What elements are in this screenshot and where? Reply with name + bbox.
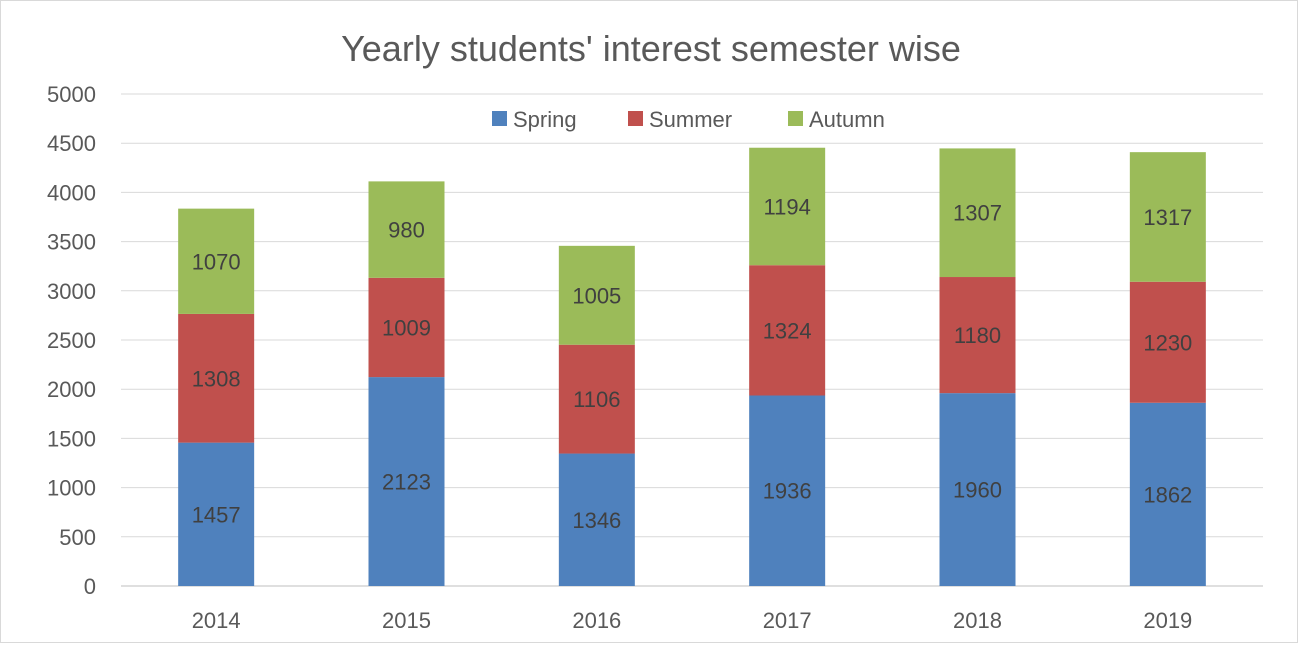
y-tick-label: 2500 bbox=[47, 328, 96, 353]
bar-segment-spring-2015 bbox=[368, 377, 445, 586]
bar-segment-summer-2016 bbox=[558, 344, 635, 454]
chart-title: Yearly students' interest semester wise bbox=[341, 28, 961, 69]
x-tick-label: 2016 bbox=[572, 608, 621, 633]
data-label: 1180 bbox=[954, 323, 1001, 348]
bar-segment-spring-2018 bbox=[939, 393, 1016, 586]
bar-segment-summer-2017 bbox=[749, 265, 826, 396]
gridlines bbox=[121, 93, 1263, 587]
data-label: 1308 bbox=[192, 366, 241, 391]
data-label: 1307 bbox=[953, 201, 1002, 226]
bar-segment-spring-2014 bbox=[178, 442, 255, 586]
y-tick-label: 1000 bbox=[47, 476, 96, 501]
x-tick-label: 2017 bbox=[763, 608, 812, 633]
legend-swatch-autumn bbox=[788, 111, 803, 126]
y-tick-label: 3000 bbox=[47, 279, 96, 304]
bar-segment-autumn-2014 bbox=[178, 208, 255, 314]
data-label: 1457 bbox=[192, 502, 241, 527]
bar-segment-autumn-2016 bbox=[558, 245, 635, 345]
y-tick-label: 4000 bbox=[47, 180, 96, 205]
legend-swatch-spring bbox=[492, 111, 507, 126]
bar-segment-autumn-2015 bbox=[368, 181, 445, 278]
data-label: 1070 bbox=[192, 249, 241, 274]
data-label: 1960 bbox=[953, 478, 1002, 503]
x-tick-label: 2015 bbox=[382, 608, 431, 633]
bar-segment-spring-2016 bbox=[558, 453, 635, 586]
bar-segment-summer-2015 bbox=[368, 277, 445, 378]
data-label: 1005 bbox=[572, 283, 621, 308]
y-tick-label: 5000 bbox=[47, 82, 96, 107]
bar-segment-spring-2019 bbox=[1129, 402, 1206, 586]
data-label: 1317 bbox=[1143, 205, 1192, 230]
data-label: 1346 bbox=[572, 508, 621, 533]
data-label: 1862 bbox=[1143, 482, 1192, 507]
y-tick-label: 3500 bbox=[47, 230, 96, 255]
data-label: 1009 bbox=[382, 315, 431, 340]
data-labels: 1457 1308 1070 2123 1009 980 1346 1106 1005 1936 1… bbox=[192, 194, 1193, 532]
x-tick-label: 2019 bbox=[1143, 608, 1192, 633]
x-tick-label: 2018 bbox=[953, 608, 1002, 633]
data-label: 1324 bbox=[763, 318, 812, 343]
bar-segment-summer-2014 bbox=[178, 313, 255, 443]
x-tick-label: 2014 bbox=[192, 608, 241, 633]
data-label: 1106 bbox=[573, 387, 620, 412]
legend-label-spring: Spring bbox=[513, 107, 577, 132]
data-label: 1194 bbox=[764, 194, 811, 219]
data-label: 2123 bbox=[382, 470, 431, 495]
bars bbox=[178, 147, 1206, 586]
bar-segment-autumn-2017 bbox=[749, 147, 826, 266]
y-tick-label: 4500 bbox=[47, 131, 96, 156]
y-tick-label: 500 bbox=[59, 525, 96, 550]
legend-label-summer: Summer bbox=[649, 107, 732, 132]
y-tick-label: 2000 bbox=[47, 377, 96, 402]
x-axis: 2014 2015 2016 2017 2018 2019 bbox=[192, 608, 1193, 633]
data-label: 1936 bbox=[763, 479, 812, 504]
bar-segment-summer-2018 bbox=[939, 277, 1016, 394]
y-axis: 0 500 1000 1500 2000 2500 3000 3500 4000 4500 5000 bbox=[47, 82, 96, 599]
legend: Spring Summer Autumn bbox=[492, 107, 885, 132]
data-label: 1230 bbox=[1143, 330, 1192, 355]
legend-swatch-summer bbox=[628, 111, 643, 126]
y-tick-label: 1500 bbox=[47, 426, 96, 451]
bar-segment-autumn-2019 bbox=[1129, 152, 1206, 282]
bar-segment-spring-2017 bbox=[749, 395, 826, 586]
bar-segment-autumn-2018 bbox=[939, 148, 1016, 278]
data-label: 980 bbox=[388, 218, 425, 243]
bar-segment-summer-2019 bbox=[1129, 281, 1206, 403]
legend-label-autumn: Autumn bbox=[809, 107, 885, 132]
y-tick-label: 0 bbox=[84, 574, 96, 599]
